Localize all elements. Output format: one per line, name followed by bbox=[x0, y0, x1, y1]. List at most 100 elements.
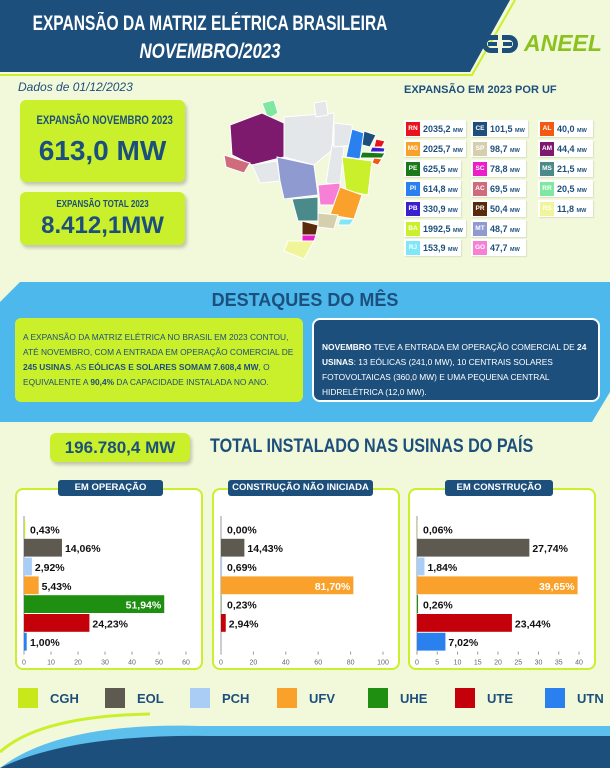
uf-code: RN bbox=[406, 121, 420, 136]
map-state-ms bbox=[291, 196, 319, 222]
legend-item-cgh: CGH bbox=[18, 688, 79, 708]
legend-item-ute: UTE bbox=[455, 688, 513, 708]
bar-pch bbox=[417, 557, 425, 576]
uf-value: 50,4 MW bbox=[490, 203, 520, 214]
tick-label: 40 bbox=[282, 660, 290, 667]
uf-item-mt: MT 48,7 MW bbox=[471, 220, 526, 237]
bar-uhe bbox=[417, 595, 419, 613]
map-state-sp bbox=[317, 212, 339, 230]
bar-ufv bbox=[24, 576, 39, 595]
header-banner bbox=[0, 0, 516, 76]
tick-label: 0 bbox=[219, 660, 223, 667]
map-state-rj bbox=[337, 218, 355, 226]
map-state-ac bbox=[223, 154, 251, 174]
map-state-ro bbox=[251, 160, 281, 184]
legend-label: UFV bbox=[309, 690, 335, 706]
uf-title: EXPANSÃO EM 2023 POR UF bbox=[404, 84, 557, 96]
map-state-pe bbox=[359, 151, 386, 159]
kpi-nov-value: 613,0 MW bbox=[38, 135, 167, 166]
page-title: EXPANSÃO DA MATRIZ ELÉTRICA BRASILEIRA bbox=[32, 12, 388, 35]
data-label: 0,69% bbox=[227, 562, 257, 574]
chart-title: CONSTRUÇÃO NÃO INICIADA bbox=[228, 480, 373, 496]
tick-label: 50 bbox=[155, 660, 163, 667]
uf-code: SP bbox=[473, 141, 487, 156]
legend-swatch bbox=[105, 688, 125, 708]
uf-item-mg: MG 2025,7 MW bbox=[404, 140, 466, 157]
data-label: 2,94% bbox=[229, 618, 259, 630]
tick-label: 60 bbox=[182, 660, 190, 667]
uf-item-rr: RR 20,5 MW bbox=[538, 180, 593, 197]
brazil-map bbox=[223, 99, 386, 260]
tick-label: 40 bbox=[575, 660, 583, 667]
kpi-nov: EXPANSÃO NOVEMBRO 2023 613,0 MW bbox=[20, 100, 185, 182]
uf-value: 44,4 MW bbox=[557, 143, 587, 154]
bar-ute bbox=[221, 614, 226, 632]
uf-item-sp: SP 98,7 MW bbox=[471, 140, 526, 157]
map-state-rs bbox=[283, 240, 315, 260]
uf-code: SC bbox=[473, 161, 487, 176]
legend-label: UTE bbox=[487, 690, 513, 706]
map-state-am bbox=[229, 112, 285, 166]
uf-value: 40,0 MW bbox=[557, 123, 587, 134]
uf-item-al: AL 40,0 MW bbox=[538, 120, 593, 137]
map-state-ba bbox=[341, 156, 373, 196]
uf-code: MG bbox=[406, 141, 420, 156]
data-label: 5,43% bbox=[42, 581, 72, 593]
uf-code: GO bbox=[473, 240, 487, 255]
uf-value: 20,5 MW bbox=[557, 183, 587, 194]
map-state-al bbox=[371, 157, 383, 166]
tick-label: 15 bbox=[474, 660, 482, 667]
uf-value: 98,7 MW bbox=[490, 143, 520, 154]
uf-item-rs: RS 11,8 MW bbox=[538, 200, 593, 217]
legend-label: UTN bbox=[577, 690, 604, 706]
kpi-total-label: EXPANSÃO TOTAL 2023 bbox=[56, 199, 149, 210]
uf-code: RJ bbox=[406, 240, 420, 255]
bar-chart: 0,00% 14,43% 0,69% 81,70% 0,23% 2,94% 0 20 40 60 8… bbox=[219, 516, 389, 667]
legend-swatch bbox=[455, 688, 475, 708]
data-label: 1,84% bbox=[427, 562, 457, 574]
uf-code: CE bbox=[473, 121, 487, 136]
legend-label: CGH bbox=[50, 690, 79, 706]
tick-label: 100 bbox=[377, 660, 389, 667]
data-label: 0,43% bbox=[30, 524, 60, 536]
uf-value: 78,8 MW bbox=[490, 163, 520, 174]
uf-code: BA bbox=[406, 221, 420, 236]
chart-title: EM OPERAÇÃO bbox=[58, 480, 163, 496]
bar-pch bbox=[24, 557, 32, 576]
aneel-logo-icon bbox=[482, 34, 518, 53]
aneel-logo-text: ANEEL bbox=[524, 30, 602, 56]
uf-item-pb: PB 330,9 MW bbox=[404, 200, 461, 217]
kpi-nov-label: EXPANSÃO NOVEMBRO 2023 bbox=[36, 113, 173, 127]
tick-label: 35 bbox=[555, 660, 563, 667]
bar-chart: 0,43% 14,06%2,92% 5,43% 51,94% 24,23% 1,00% 0 1… bbox=[22, 516, 190, 667]
uf-code: AM bbox=[540, 141, 554, 156]
map-state-mt bbox=[276, 156, 319, 200]
tick-label: 20 bbox=[74, 660, 82, 667]
tick-label: 0 bbox=[22, 660, 26, 667]
legend-item-utn: UTN bbox=[545, 688, 604, 708]
data-label: 51,94% bbox=[126, 600, 162, 612]
uf-value: 2025,7 MW bbox=[423, 143, 463, 154]
uf-code: PE bbox=[406, 161, 420, 176]
uf-item-ms: MS 21,5 MW bbox=[538, 160, 593, 177]
map-state-ce bbox=[361, 130, 377, 148]
uf-value: 614,8 MW bbox=[423, 183, 458, 194]
aneel-logo: ANEEL bbox=[480, 30, 602, 57]
data-label: 0,06% bbox=[423, 524, 453, 536]
installed-total-label: TOTAL INSTALADO NAS USINAS DO PAÍS bbox=[210, 436, 534, 457]
data-label: 0,00% bbox=[227, 524, 257, 536]
bar-ute bbox=[24, 614, 90, 632]
data-label: 23,44% bbox=[515, 618, 551, 630]
map-state-rr bbox=[261, 99, 279, 120]
tick-label: 5 bbox=[435, 660, 439, 667]
map-state-pb bbox=[369, 146, 386, 153]
legend-item-uhe: UHE bbox=[368, 688, 427, 708]
bar-utn bbox=[24, 632, 27, 651]
bar-uhe bbox=[24, 595, 165, 613]
data-label: 24,23% bbox=[92, 618, 128, 630]
uf-value: 69,5 MW bbox=[490, 183, 520, 194]
bar-eol bbox=[24, 538, 62, 557]
map-state-pr bbox=[301, 220, 319, 236]
tick-label: 10 bbox=[454, 660, 462, 667]
bar-ute bbox=[417, 614, 512, 632]
